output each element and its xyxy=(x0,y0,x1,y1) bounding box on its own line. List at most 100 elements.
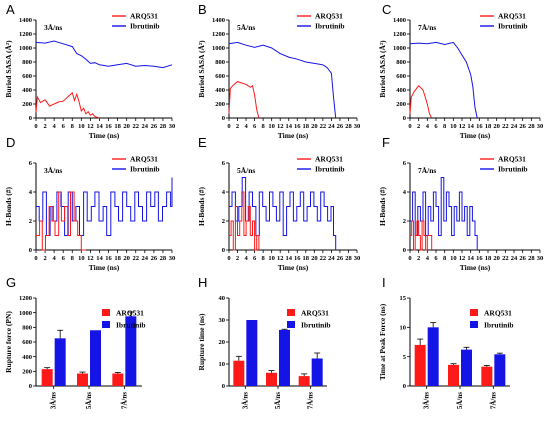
panel-letter: G xyxy=(6,275,16,290)
x-tick-label: 22 xyxy=(502,255,509,262)
x-tick-label: 20 xyxy=(493,123,500,130)
x-tick-label: 10 xyxy=(450,123,457,130)
bar-arq531 xyxy=(41,369,53,386)
x-tick-label: 8 xyxy=(71,255,75,262)
x-tick-label: 6 xyxy=(62,255,66,262)
series-line-ibrutinib xyxy=(229,177,337,250)
bar-ibrutinib xyxy=(279,329,290,386)
x-tick-label: 14 xyxy=(96,123,103,130)
y-tick-label: 2 xyxy=(403,218,406,225)
panel-letter: I xyxy=(382,275,386,290)
panel-g: G 0 200 400 600 800 1000 1200 Rupture force (PN)… xyxy=(4,275,146,409)
x-tick-label: 18 xyxy=(303,255,310,262)
x-tick-label: 14 xyxy=(467,123,474,130)
y-tick-label: 1400 xyxy=(19,17,32,24)
category-label: 5Å/ns xyxy=(456,392,464,409)
series-line-ibrutinib xyxy=(228,41,337,119)
category-label: 5Å/ns xyxy=(85,392,93,409)
y-tick-label: 800 xyxy=(396,59,406,66)
rate-note: 5Å/ns xyxy=(237,23,255,32)
y-axis-title: Rupture time (ns) xyxy=(197,313,206,370)
x-tick-label: 22 xyxy=(502,123,509,130)
x-tick-label: 24 xyxy=(142,123,149,130)
x-tick-label: 0 xyxy=(227,255,230,262)
x-tick-label: 22 xyxy=(320,123,327,130)
x-tick-label: 18 xyxy=(114,123,121,130)
y-axis-title: H-Bonds (#) xyxy=(4,187,13,226)
legend-label: Ibrutinib xyxy=(116,321,146,330)
x-tick-label: 10 xyxy=(450,255,457,262)
y-tick-label: 30 xyxy=(219,317,226,324)
legend-label: Ibrutinib xyxy=(315,22,345,31)
x-tick-label: 6 xyxy=(62,123,66,130)
legend-label: ARQ531 xyxy=(315,155,343,164)
x-tick-label: 30 xyxy=(169,255,176,262)
y-tick-label: 800 xyxy=(215,59,225,66)
legend-swatch-ibrutinib xyxy=(470,321,478,328)
y-tick-label: 1400 xyxy=(393,17,406,24)
x-axis-title: Time (ns) xyxy=(89,263,120,272)
x-tick-label: 24 xyxy=(511,255,518,262)
legend-label: Ibrutinib xyxy=(498,165,528,174)
x-tick-label: 2 xyxy=(236,255,239,262)
bar-ibrutinib xyxy=(90,330,101,386)
category-label: 3Å/ns xyxy=(241,392,249,409)
x-tick-label: 22 xyxy=(132,255,139,262)
x-tick-label: 4 xyxy=(53,255,57,262)
x-tick-label: 12 xyxy=(459,255,466,262)
x-tick-label: 12 xyxy=(87,255,94,262)
y-tick-label: 0 xyxy=(403,247,406,254)
category-label: 7Å/ns xyxy=(489,392,497,409)
x-tick-label: 24 xyxy=(328,123,335,130)
series-line-arq531 xyxy=(410,220,433,251)
bar-ibrutinib xyxy=(427,327,439,386)
legend-label: Ibrutinib xyxy=(315,165,345,174)
legend-label: ARQ531 xyxy=(315,12,343,21)
x-tick-label: 4 xyxy=(244,255,248,262)
y-tick-label: 400 xyxy=(396,87,406,94)
x-tick-label: 30 xyxy=(169,123,176,130)
x-tick-label: 6 xyxy=(253,255,257,262)
x-tick-label: 22 xyxy=(320,255,327,262)
x-axis-title: Time (ns) xyxy=(460,263,491,272)
x-axis-title: Time (ns) xyxy=(278,131,309,140)
x-tick-label: 2 xyxy=(236,123,239,130)
x-tick-label: 28 xyxy=(528,255,535,262)
x-tick-label: 26 xyxy=(337,123,344,130)
x-tick-label: 26 xyxy=(519,255,526,262)
x-tick-label: 18 xyxy=(303,123,310,130)
rate-note: 5Å/ns xyxy=(237,166,255,175)
bar-ibrutinib xyxy=(125,316,137,386)
legend-label: ARQ531 xyxy=(130,12,158,21)
y-tick-label: 1000 xyxy=(212,45,225,52)
y-axis-title: H-Bonds (#) xyxy=(197,187,206,226)
y-tick-label: 200 xyxy=(215,101,225,108)
legend-swatch-arq531 xyxy=(287,309,295,316)
x-tick-label: 26 xyxy=(519,123,526,130)
x-tick-label: 18 xyxy=(485,255,492,262)
x-tick-label: 0 xyxy=(408,123,411,130)
y-tick-label: 20 xyxy=(219,339,226,346)
x-tick-label: 12 xyxy=(87,123,94,130)
panel-letter: B xyxy=(198,2,207,17)
x-tick-label: 2 xyxy=(43,123,46,130)
rate-note: 7Å/ns xyxy=(418,23,436,32)
x-tick-label: 4 xyxy=(426,123,430,130)
category-label: 3Å/ns xyxy=(423,392,431,409)
y-axis-title: Rupture force (PN) xyxy=(4,311,13,373)
bar-ibrutinib xyxy=(54,338,66,386)
legend-swatch-arq531 xyxy=(102,309,110,316)
x-tick-label: 2 xyxy=(43,255,46,262)
legend-label: ARQ531 xyxy=(498,155,526,164)
y-tick-label: 200 xyxy=(396,101,406,108)
x-tick-label: 10 xyxy=(78,123,85,130)
x-tick-label: 30 xyxy=(537,123,544,130)
bar-arq531 xyxy=(266,372,277,386)
x-tick-label: 4 xyxy=(426,255,430,262)
x-tick-label: 8 xyxy=(443,255,447,262)
legend-swatch-arq531 xyxy=(470,309,478,316)
y-tick-label: 6 xyxy=(29,160,33,167)
x-tick-label: 10 xyxy=(78,255,85,262)
x-axis-title: Time (ns) xyxy=(89,131,120,140)
